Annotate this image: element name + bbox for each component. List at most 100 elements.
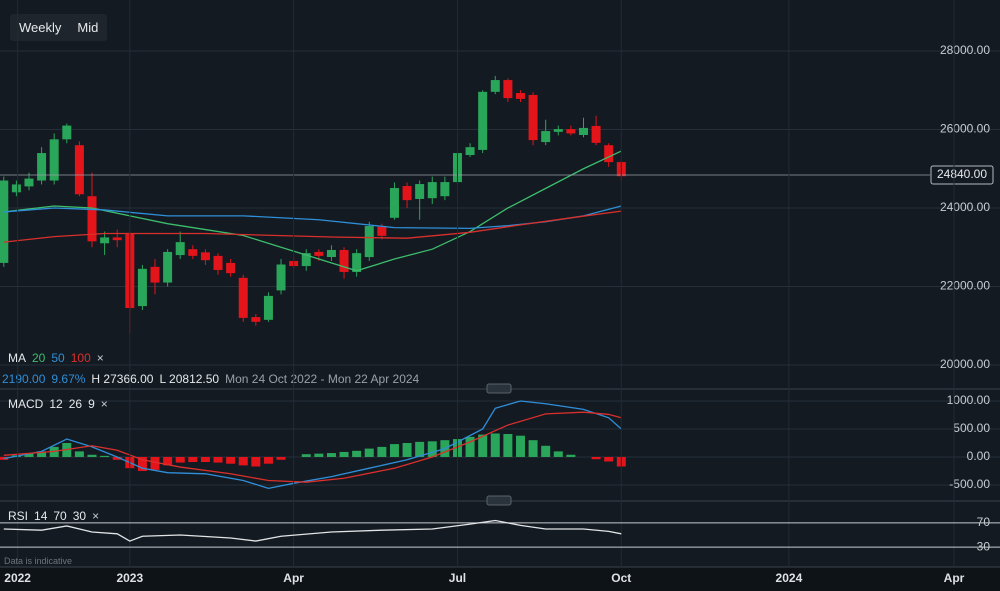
- indicator-param: 12: [49, 397, 63, 411]
- x-tick-label: Apr: [944, 571, 965, 585]
- y-tick-label: 28000.00: [940, 43, 990, 57]
- candle-body: [0, 180, 9, 263]
- price-change-pct: 9.67%: [51, 372, 85, 386]
- histogram-bar: [541, 445, 551, 457]
- candle-body: [213, 255, 223, 270]
- candle-body: [377, 226, 387, 236]
- candle-body: [163, 251, 173, 283]
- histogram-bar: [100, 455, 110, 457]
- histogram-bar: [200, 456, 210, 463]
- histogram-bar: [553, 451, 563, 457]
- candle-body: [62, 125, 72, 140]
- histogram-bar: [515, 435, 525, 457]
- candle-body: [301, 253, 311, 267]
- histogram-bar: [74, 451, 84, 457]
- x-axis-strip: [0, 567, 1000, 591]
- candle-body: [112, 237, 122, 241]
- candle-body: [49, 139, 59, 181]
- candle-body: [541, 131, 551, 143]
- indicator-param: 30: [73, 509, 87, 523]
- histogram-bar: [263, 456, 273, 464]
- date-range: Mon 24 Oct 2022 - Mon 22 Apr 2024: [225, 372, 419, 386]
- candle-body: [100, 237, 110, 244]
- histogram-bar: [87, 454, 97, 457]
- candle-body: [87, 196, 97, 242]
- y-tick-label: 0.00: [967, 449, 991, 463]
- candle-body: [24, 178, 34, 187]
- toolbar: Weekly Mid: [10, 14, 108, 41]
- legend-title: RSI: [8, 509, 28, 523]
- y-tick-label: 500.00: [953, 421, 990, 435]
- candle-body: [74, 145, 84, 195]
- indicator-param: 26: [69, 397, 83, 411]
- candle-body: [490, 80, 500, 92]
- candle-body: [11, 184, 21, 193]
- histogram-bar: [175, 456, 185, 463]
- price-change: 2190.00: [2, 372, 46, 386]
- legend-title: MACD: [8, 397, 44, 411]
- histogram-bar: [314, 453, 324, 457]
- indicator-line: [3, 411, 622, 483]
- x-tick-label: Jul: [449, 571, 466, 585]
- histogram-bar: [566, 454, 576, 457]
- candle-body: [339, 249, 349, 272]
- x-tick-label: 2023: [116, 571, 143, 585]
- candle-body: [528, 94, 538, 141]
- candle-body: [188, 249, 198, 256]
- candle-body: [200, 252, 210, 261]
- candle-body: [478, 91, 488, 150]
- indicator-line: [3, 150, 622, 272]
- candle-body: [566, 129, 576, 134]
- histogram-bar: [213, 456, 223, 463]
- histogram-bar: [389, 444, 399, 457]
- histogram-bar: [339, 451, 349, 457]
- candle-body: [226, 262, 236, 274]
- candle-body: [352, 253, 362, 272]
- indicator-param: 14: [34, 509, 48, 523]
- histogram-bar: [591, 456, 601, 460]
- y-tick-label: 24000.00: [940, 200, 990, 214]
- histogram-bar: [37, 451, 47, 457]
- pane-resize-handle[interactable]: [486, 383, 512, 394]
- histogram-bar: [188, 456, 198, 463]
- candle-body: [37, 153, 47, 181]
- x-tick-label: Apr: [283, 571, 304, 585]
- x-tick-label: 2022: [4, 571, 31, 585]
- histogram-bar: [364, 448, 374, 457]
- histogram-bar: [163, 456, 173, 466]
- histogram-bar: [251, 456, 261, 467]
- interval-button[interactable]: Weekly: [19, 20, 62, 35]
- candle-body: [465, 147, 475, 156]
- histogram-bar: [326, 453, 336, 457]
- pane-resize-handle[interactable]: [486, 495, 512, 506]
- histogram-bar: [604, 456, 614, 462]
- candle-body: [389, 187, 399, 218]
- candle-body: [276, 264, 286, 291]
- candle-body: [440, 182, 450, 197]
- price-type-button[interactable]: Mid: [77, 20, 99, 35]
- candle-body: [402, 186, 412, 201]
- candle-body: [591, 125, 601, 143]
- indicator-param: 70: [53, 509, 67, 523]
- candle-body: [175, 242, 185, 256]
- histogram-bar: [24, 453, 34, 457]
- remove-indicator-button[interactable]: ×: [92, 509, 99, 523]
- legend-entry: 50: [51, 351, 65, 365]
- legend-entry: 100: [71, 351, 91, 365]
- remove-indicator-button[interactable]: ×: [97, 351, 104, 365]
- histogram-bar: [276, 456, 286, 460]
- candle-body: [553, 129, 563, 132]
- period-high: H 27366.00: [91, 372, 153, 386]
- indicator-param: 9: [88, 397, 95, 411]
- remove-indicator-button[interactable]: ×: [101, 397, 108, 411]
- histogram-bar: [137, 456, 147, 471]
- indicator-line: [3, 519, 622, 542]
- candle-body: [578, 127, 588, 135]
- candle-body: [326, 249, 336, 258]
- indicator-line: [3, 400, 622, 490]
- histogram-bar: [503, 434, 513, 457]
- legend-entry: 20: [32, 351, 46, 365]
- candle-body: [251, 317, 261, 322]
